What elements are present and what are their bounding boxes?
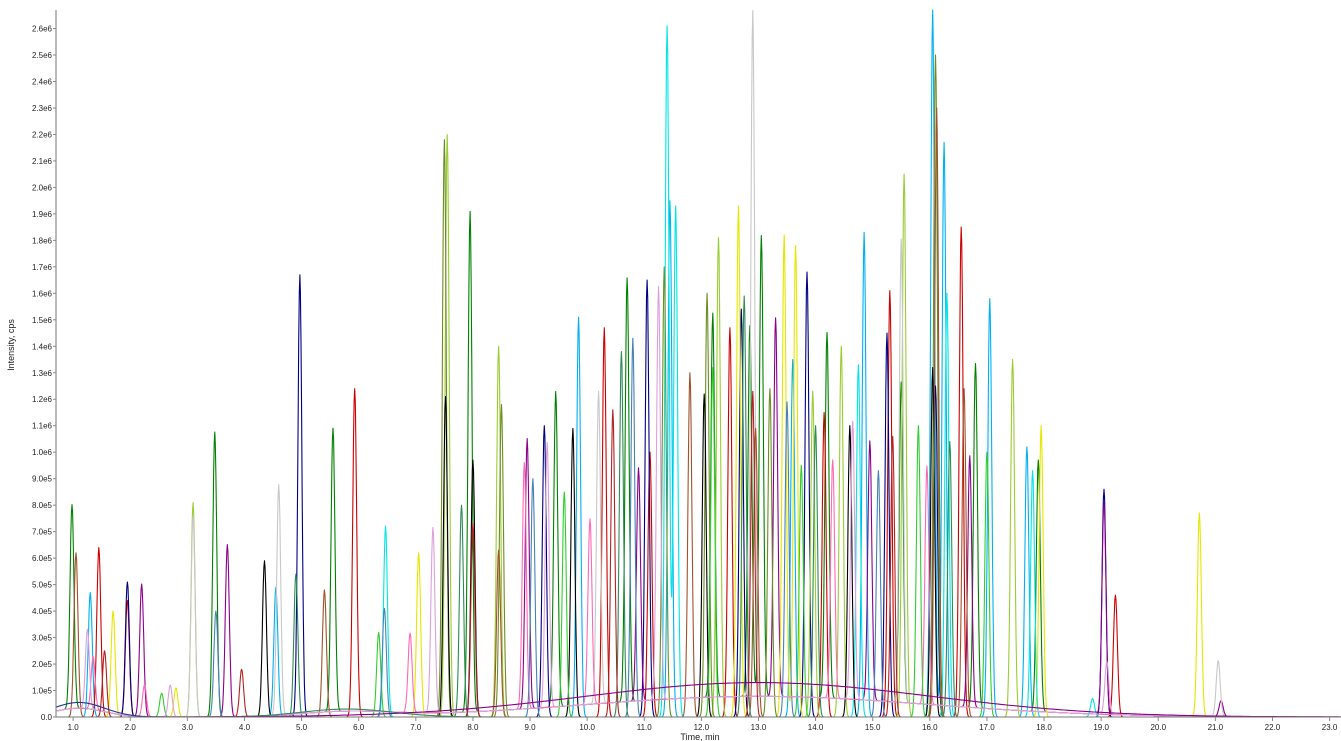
x-tick-label: 18.0 (1036, 723, 1052, 732)
series-trace (56, 337, 1341, 718)
y-tick-label: 3.0e5 (32, 634, 53, 643)
series-trace (56, 133, 1341, 718)
y-tick-label: 1.4e6 (32, 342, 53, 351)
y-tick-label: 5.0e5 (32, 581, 53, 590)
x-tick-label: 15.0 (865, 723, 881, 732)
y-tick-label: 2.1e6 (32, 157, 53, 166)
x-tick-label: 2.0 (125, 723, 137, 732)
y-tick-label: 1.5e6 (32, 316, 53, 325)
x-tick-label: 19.0 (1093, 723, 1109, 732)
series-trace (56, 226, 1341, 718)
y-tick-label: 9.0e5 (32, 475, 53, 484)
series-trace (56, 366, 1341, 718)
y-tick-label: 8.0e5 (32, 501, 53, 510)
y-tick-label: 4.0e5 (32, 607, 53, 616)
x-tick-label: 23.0 (1322, 723, 1338, 732)
y-tick-label: 2.5e6 (32, 51, 53, 60)
y-tick-label: 2.2e6 (32, 130, 53, 139)
y-tick-label: 6.0e5 (32, 554, 53, 563)
y-tick-label: 1.9e6 (32, 210, 53, 219)
x-tick-label: 10.0 (579, 723, 595, 732)
y-axis-title: Intensity, cps (6, 319, 16, 371)
series-trace (55, 210, 1341, 718)
series-trace (56, 9, 1341, 718)
y-tick-label: 2.3e6 (32, 104, 53, 113)
x-tick-label: 14.0 (808, 723, 824, 732)
x-tick-label: 3.0 (182, 723, 194, 732)
y-tick-label: 2.0e6 (32, 183, 53, 192)
y-tick-label: 0.0 (41, 713, 53, 722)
y-tick-label: 2.0e5 (32, 660, 53, 669)
x-tick-label: 8.0 (467, 723, 479, 732)
x-tick-label: 16.0 (922, 723, 938, 732)
x-tick-label: 20.0 (1150, 723, 1166, 732)
x-tick-label: 4.0 (239, 723, 251, 732)
y-tick-label: 1.8e6 (32, 236, 53, 245)
series-trace (56, 54, 1341, 718)
x-tick-label: 13.0 (751, 723, 767, 732)
x-tick-label: 1.0 (68, 723, 80, 732)
x-tick-label: 7.0 (410, 723, 422, 732)
y-tick-label: 1.0e5 (32, 687, 53, 696)
x-tick-label: 12.0 (694, 723, 710, 732)
x-tick-label: 5.0 (296, 723, 308, 732)
y-tick-label: 1.0e6 (32, 448, 53, 457)
y-tick-label: 1.6e6 (32, 289, 53, 298)
y-tick-label: 7.0e5 (32, 528, 53, 537)
y-tick-label: 1.1e6 (32, 422, 53, 431)
y-axis-ticks: 0.0 1.0e5 2.0e5 3.0e5 4.0e5 5.0e5 6.0e5 7.0e5 8.… (32, 25, 56, 722)
series-trace (55, 459, 1341, 718)
series-trace (56, 25, 1341, 718)
x-tick-label: 17.0 (979, 723, 995, 732)
y-tick-label: 2.4e6 (32, 77, 53, 86)
series-trace (56, 205, 1341, 718)
y-tick-label: 1.2e6 (32, 395, 53, 404)
y-tick-label: 2.6e6 (32, 25, 53, 34)
x-tick-label: 11.0 (637, 723, 653, 732)
x-axis-title: Time, min (680, 732, 719, 741)
series-trace (56, 107, 1341, 718)
y-tick-label: 1.3e6 (32, 369, 53, 378)
baseline-trace (56, 682, 1339, 718)
series-trace (55, 9, 1341, 718)
x-tick-label: 21.0 (1208, 723, 1224, 732)
series-trace (56, 271, 1341, 718)
x-tick-label: 6.0 (353, 723, 365, 732)
series-trace (55, 317, 1341, 718)
y-tick-label: 1.7e6 (32, 263, 53, 272)
series-trace (56, 295, 1341, 718)
series-trace (56, 366, 1341, 718)
x-tick-label: 9.0 (524, 723, 536, 732)
traces-layer (55, 9, 1341, 718)
x-axis-ticks: 1.0 2.0 3.0 4.0 5.0 6.0 7.0 8.0 9.0 10.0 11.0 12.0 1… (68, 717, 1338, 732)
x-tick-label: 22.0 (1265, 723, 1281, 732)
series-trace (55, 285, 1341, 718)
series-trace (56, 390, 1341, 718)
